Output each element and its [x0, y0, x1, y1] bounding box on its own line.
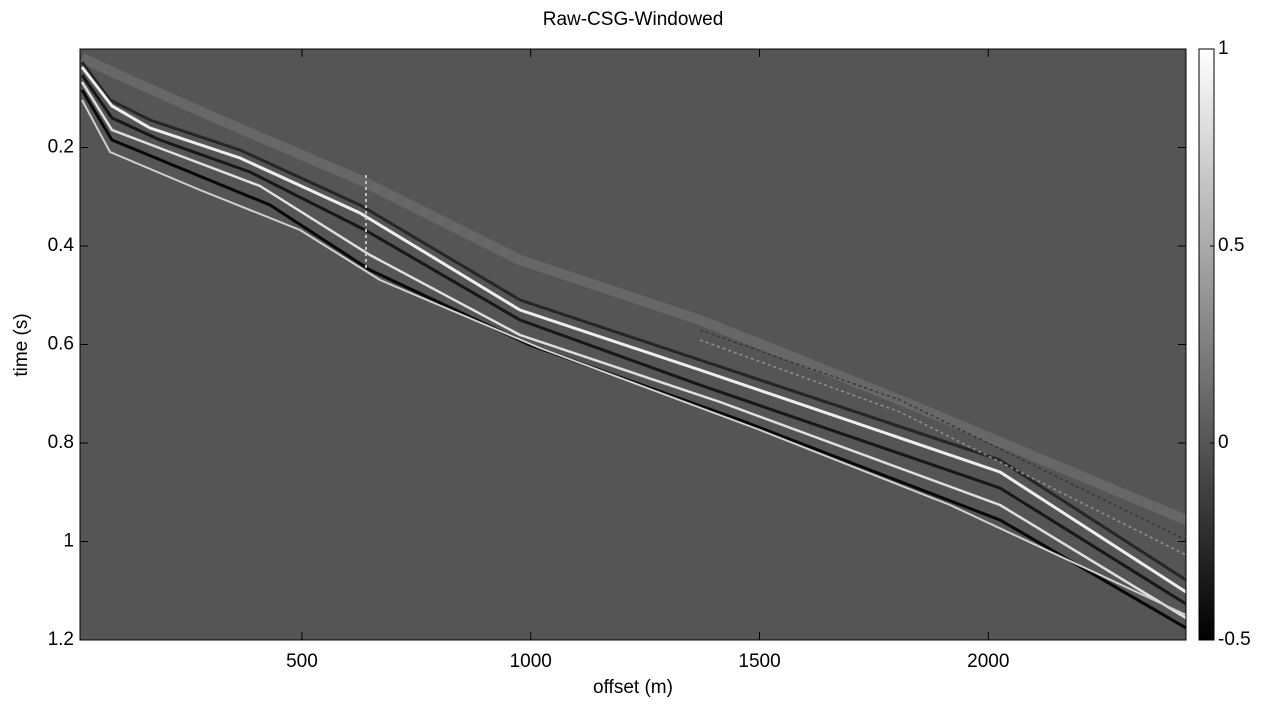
- colorbar: [1198, 48, 1215, 641]
- colorbar-tick-label: 1: [1218, 38, 1229, 59]
- seismic-event: [699, 329, 1186, 541]
- x-tick-label: 1500: [738, 651, 780, 672]
- y-tick-label: 0.6: [48, 334, 74, 355]
- seismic-event: [81, 99, 1186, 616]
- seismic-event: [80, 81, 1186, 620]
- y-axis-label: time (s): [11, 313, 32, 376]
- y-tick-label: 0.2: [48, 137, 74, 158]
- x-tick-label: 500: [286, 651, 318, 672]
- seismic-event: [80, 89, 1186, 630]
- chart-title: Raw-CSG-Windowed: [543, 9, 724, 30]
- x-tick-label: 2000: [967, 651, 1009, 672]
- seismic-event: [80, 66, 1186, 594]
- seismic-image: [80, 53, 1186, 630]
- y-tick-label: 1: [63, 531, 74, 552]
- y-tick-label: 1.2: [48, 629, 74, 650]
- seismic-event: [80, 61, 1186, 582]
- seismic-event: [699, 339, 1186, 556]
- seismic-event: [80, 53, 1186, 525]
- x-tick-label: 1000: [510, 651, 552, 672]
- y-tick-label: 0.8: [48, 432, 74, 453]
- seismic-events: [80, 53, 1186, 630]
- x-axis-label: offset (m): [593, 677, 673, 698]
- image-background: [80, 49, 1186, 640]
- colorbar-tick-label: -0.5: [1218, 629, 1251, 650]
- colorbar-tick-label: 0.5: [1218, 235, 1244, 256]
- colorbar-tick-label: 0: [1218, 432, 1229, 453]
- y-tick-label: 0.4: [48, 235, 75, 256]
